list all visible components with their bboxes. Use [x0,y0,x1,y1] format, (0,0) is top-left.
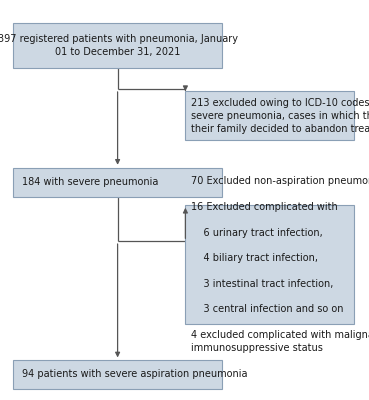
FancyBboxPatch shape [185,91,354,140]
FancyBboxPatch shape [185,205,354,324]
FancyBboxPatch shape [13,360,223,388]
Text: 184 with severe pneumonia: 184 with severe pneumonia [22,177,158,187]
FancyBboxPatch shape [13,168,223,197]
Text: 70 Excluded non-aspiration pneumonia

16 Excluded complicated with

    6 urinar: 70 Excluded non-aspiration pneumonia 16 … [191,176,369,353]
Text: 94 patients with severe aspiration pneumonia: 94 patients with severe aspiration pneum… [22,370,247,380]
Text: 397 registered patients with pneumonia, January
01 to December 31, 2021: 397 registered patients with pneumonia, … [0,34,238,56]
FancyBboxPatch shape [13,23,223,68]
Text: 213 excluded owing to ICD-10 codes for non-
severe pneumonia, cases in which the: 213 excluded owing to ICD-10 codes for n… [191,98,369,134]
